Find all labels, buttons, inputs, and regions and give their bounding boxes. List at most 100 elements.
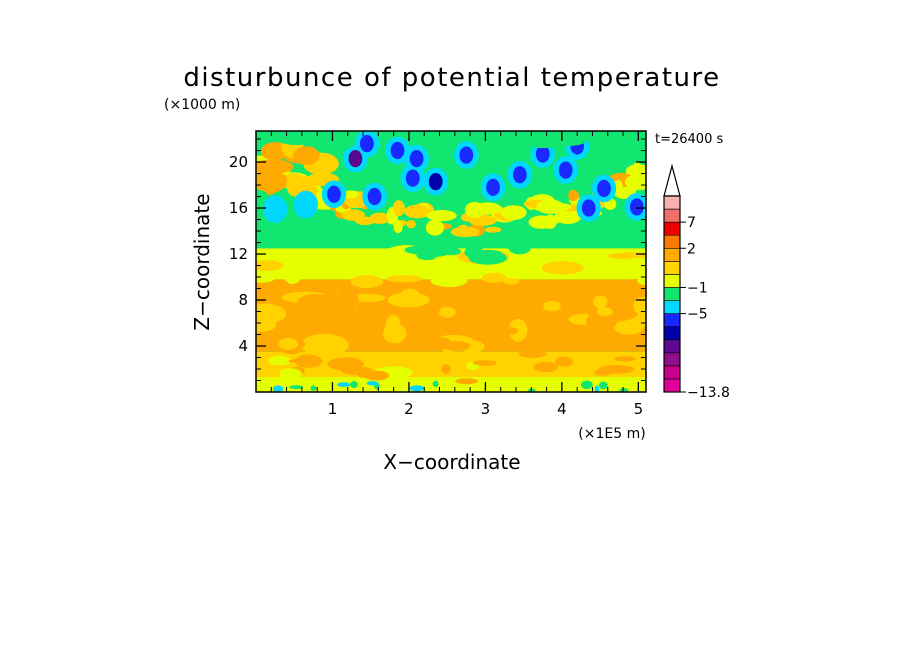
field-patch bbox=[392, 200, 405, 217]
x-axis-title: X−coordinate bbox=[383, 450, 520, 474]
field-patch bbox=[441, 363, 451, 375]
field-patch bbox=[518, 350, 547, 358]
field-patch bbox=[455, 378, 479, 385]
time-label: t=26400 s bbox=[655, 132, 723, 147]
anomaly-core bbox=[558, 161, 573, 179]
anomaly-core bbox=[486, 178, 500, 196]
field-patch bbox=[476, 312, 504, 328]
anomaly-core bbox=[327, 185, 341, 203]
colorbar-label: 2 bbox=[687, 241, 696, 257]
field-patch bbox=[464, 201, 485, 218]
field-patch bbox=[598, 381, 608, 390]
field-patch bbox=[432, 380, 439, 388]
field-patch bbox=[539, 216, 560, 226]
field-patch bbox=[350, 381, 358, 389]
field-patch bbox=[409, 385, 425, 392]
colorbar-level bbox=[663, 365, 681, 380]
x-tick-label: 5 bbox=[634, 400, 644, 418]
anomaly-core bbox=[367, 187, 382, 206]
anomaly-core bbox=[409, 149, 424, 168]
field-patch bbox=[503, 278, 520, 285]
plot-frame bbox=[255, 130, 647, 393]
field-patch bbox=[337, 382, 351, 387]
anomaly-core bbox=[535, 145, 550, 163]
anomaly-core bbox=[348, 149, 363, 168]
colorbar-label: −5 bbox=[687, 307, 708, 323]
field-patch bbox=[272, 385, 284, 392]
field-patch bbox=[543, 301, 561, 312]
field-patch bbox=[529, 237, 542, 245]
field-patch bbox=[302, 344, 339, 353]
chart-title: disturbunce of potential temperature bbox=[183, 63, 720, 93]
field-patch bbox=[465, 240, 483, 254]
y-tick-label: 12 bbox=[229, 245, 248, 263]
field-patch bbox=[596, 306, 613, 317]
anomaly-core bbox=[428, 172, 443, 191]
field-patch bbox=[498, 133, 520, 148]
field-patch bbox=[424, 237, 470, 250]
x-tick-label: 3 bbox=[481, 400, 491, 418]
field-patch bbox=[382, 323, 407, 344]
field-patch bbox=[284, 314, 313, 322]
field-patch bbox=[321, 310, 347, 318]
field-patch bbox=[472, 360, 497, 366]
x-tick-label: 1 bbox=[328, 400, 338, 418]
field-patch bbox=[418, 254, 436, 261]
colorbar-level bbox=[663, 300, 681, 314]
colorbar: 7 2 −1 −5 −13.8 bbox=[663, 163, 730, 401]
colorbar-level bbox=[663, 287, 681, 301]
colorbar-frame bbox=[663, 195, 681, 393]
field-patch bbox=[313, 131, 333, 142]
field-patch bbox=[633, 296, 646, 315]
field-patch bbox=[256, 303, 287, 324]
field-patch bbox=[350, 275, 383, 289]
field-patch bbox=[624, 174, 646, 191]
field-patch bbox=[406, 220, 416, 229]
field-patch bbox=[523, 138, 562, 149]
field-patch bbox=[334, 289, 359, 312]
field-patch bbox=[268, 355, 292, 366]
field-patch bbox=[541, 261, 584, 275]
colorbar-level bbox=[663, 247, 681, 262]
field-patch bbox=[611, 279, 646, 299]
field-patch bbox=[594, 385, 600, 392]
anomaly-core bbox=[512, 166, 527, 184]
colorbar-level bbox=[663, 326, 681, 341]
field-patch bbox=[481, 272, 507, 283]
field-patch bbox=[284, 270, 301, 284]
field-patch bbox=[327, 357, 364, 371]
field-patch bbox=[594, 369, 611, 376]
y-tick-label: 20 bbox=[229, 153, 248, 171]
field-patch bbox=[386, 275, 422, 283]
x-tick-label: 2 bbox=[404, 400, 414, 418]
field-patch bbox=[328, 134, 356, 151]
field-patch bbox=[400, 288, 420, 302]
colorbar-level bbox=[663, 221, 681, 236]
field-patch bbox=[256, 260, 284, 272]
field-patch bbox=[289, 385, 304, 390]
field-patch bbox=[450, 226, 480, 238]
field-patch bbox=[466, 267, 506, 274]
colorbar-level bbox=[663, 274, 681, 288]
x-unit-label: (×1E5 m) bbox=[578, 426, 645, 442]
field-patch bbox=[619, 388, 629, 392]
field-patch bbox=[256, 170, 289, 193]
field-patch bbox=[341, 209, 366, 221]
field-patch bbox=[536, 199, 565, 214]
field-patch bbox=[492, 326, 519, 336]
field-patch bbox=[402, 335, 453, 352]
field-patch bbox=[430, 274, 468, 288]
field-patch bbox=[438, 306, 456, 318]
x-tick-label: 4 bbox=[557, 400, 567, 418]
field-patch bbox=[601, 265, 646, 278]
anomaly-core bbox=[298, 195, 313, 214]
field-patch bbox=[279, 368, 302, 380]
colorbar-level bbox=[663, 313, 681, 327]
field-patch bbox=[363, 370, 390, 381]
field-patch bbox=[329, 253, 370, 263]
field-band bbox=[256, 377, 646, 392]
plot-area bbox=[256, 131, 646, 392]
field-patch bbox=[500, 205, 527, 220]
field-patch bbox=[453, 310, 471, 332]
